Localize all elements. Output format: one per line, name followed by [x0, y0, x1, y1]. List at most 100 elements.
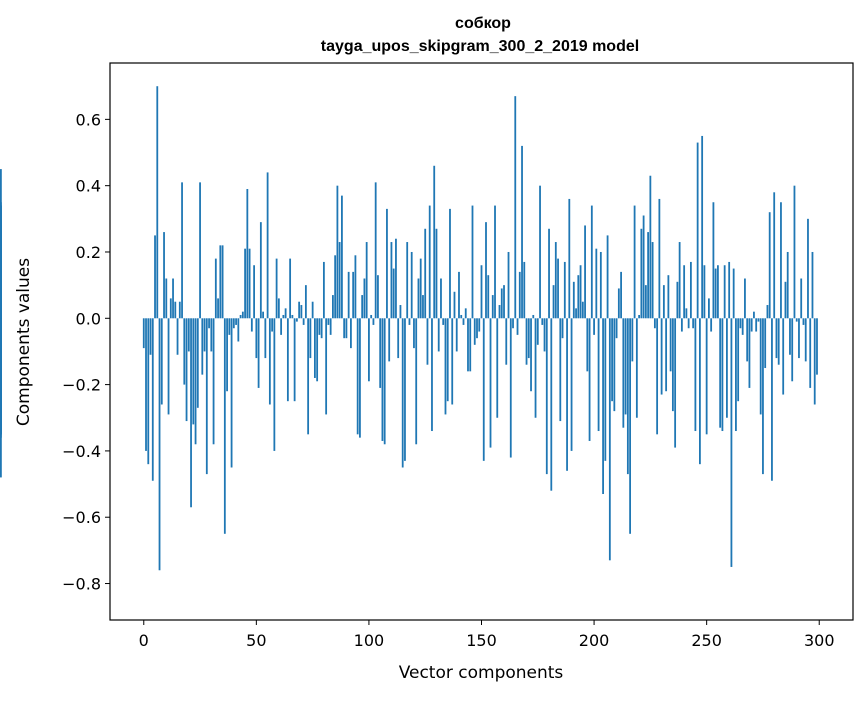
bar-143 [465, 308, 467, 318]
bar-249 [704, 265, 706, 318]
bar-149 [478, 318, 480, 331]
bar-276 [764, 318, 766, 368]
bar-229 [658, 199, 660, 318]
bar-33 [217, 298, 219, 318]
bar-118 [409, 318, 411, 325]
bar-175 [537, 318, 539, 345]
bar-13 [172, 279, 174, 319]
x-axis-label: Vector components [399, 663, 564, 683]
bar-71 [303, 318, 305, 325]
bar-91 [348, 272, 350, 318]
bar-180 [548, 229, 550, 319]
bar-244 [692, 318, 694, 328]
y-tick-label: 0.2 [76, 243, 101, 262]
bar-124 [422, 295, 424, 318]
x-tick-label: 250 [691, 631, 722, 650]
bar-101 [370, 315, 372, 318]
bar-138 [454, 292, 456, 319]
bar-30 [210, 318, 212, 351]
bar-214 [625, 318, 627, 414]
bar-142 [463, 318, 465, 325]
bar-47 [249, 249, 251, 319]
bar-218 [634, 206, 636, 319]
bar-247 [699, 318, 701, 464]
bar-184 [557, 259, 559, 319]
bar-225 [649, 176, 651, 319]
bar-93 [352, 272, 354, 318]
bar-204 [602, 318, 604, 494]
bar-104 [377, 275, 379, 318]
bar-261 [731, 318, 733, 567]
bar-32 [215, 259, 217, 319]
bar-63 [285, 308, 287, 318]
bar-95 [357, 318, 359, 434]
bar-108 [386, 209, 388, 318]
bar-171 [528, 318, 530, 358]
bar-167 [519, 272, 521, 318]
y-tick-label: −0.8 [62, 575, 101, 594]
bar-94 [355, 255, 357, 318]
bar-122 [418, 279, 420, 319]
chart-subtitle: tayga_upos_skipgram_300_2_2019 model [321, 38, 639, 55]
bar-54 [264, 318, 266, 358]
bar-55 [267, 172, 269, 318]
bar-298 [814, 318, 816, 404]
bar-72 [305, 285, 307, 318]
bar-43 [240, 315, 242, 318]
bar-291 [798, 318, 800, 358]
bar-61 [280, 318, 282, 335]
bar-207 [609, 318, 611, 560]
bar-113 [397, 318, 399, 358]
bar-240 [683, 265, 685, 318]
bar-88 [341, 196, 343, 319]
bar-59 [276, 259, 278, 319]
bar-140 [458, 272, 460, 318]
bar-77 [316, 318, 318, 381]
bar-215 [627, 318, 629, 474]
bar-178 [544, 318, 546, 351]
bar-35 [222, 245, 224, 318]
bar-203 [600, 252, 602, 318]
bar-248 [701, 136, 703, 318]
bar-4 [152, 318, 154, 480]
bar-267 [744, 279, 746, 319]
bar-234 [670, 318, 672, 371]
bar-197 [586, 318, 588, 371]
bar-210 [616, 318, 618, 338]
bar-256 [719, 318, 721, 427]
bar-158 [499, 305, 501, 318]
y-tick-label: −0.2 [62, 376, 101, 395]
bar-36 [224, 318, 226, 534]
bar-100 [368, 318, 370, 381]
bar-49 [253, 265, 255, 318]
bar-295 [807, 219, 809, 318]
bar-208 [611, 318, 613, 401]
chart-title: собкор [455, 15, 511, 32]
bar-80 [323, 262, 325, 318]
bar-12 [170, 298, 172, 318]
x-tick-label: 300 [804, 631, 835, 650]
bar-38 [228, 318, 230, 335]
bar-251 [708, 298, 710, 318]
bar-173 [532, 315, 534, 318]
bar-252 [710, 318, 712, 331]
bar-260 [728, 262, 730, 318]
x-tick-label: 150 [466, 631, 497, 650]
bar-216 [629, 318, 631, 534]
bar-289 [794, 186, 796, 319]
bar-283 [780, 202, 782, 318]
bar-176 [539, 186, 541, 319]
y-axis-label: Components values [14, 258, 34, 426]
bar-299 [816, 318, 818, 374]
bar-64 [287, 318, 289, 401]
bar-97 [361, 295, 363, 318]
bar-188 [566, 318, 568, 471]
bar-296 [809, 318, 811, 388]
bar-66 [291, 315, 293, 318]
bar-56 [269, 318, 271, 404]
bar-250 [706, 318, 708, 434]
bar-141 [460, 315, 462, 318]
bar-85 [334, 255, 336, 318]
